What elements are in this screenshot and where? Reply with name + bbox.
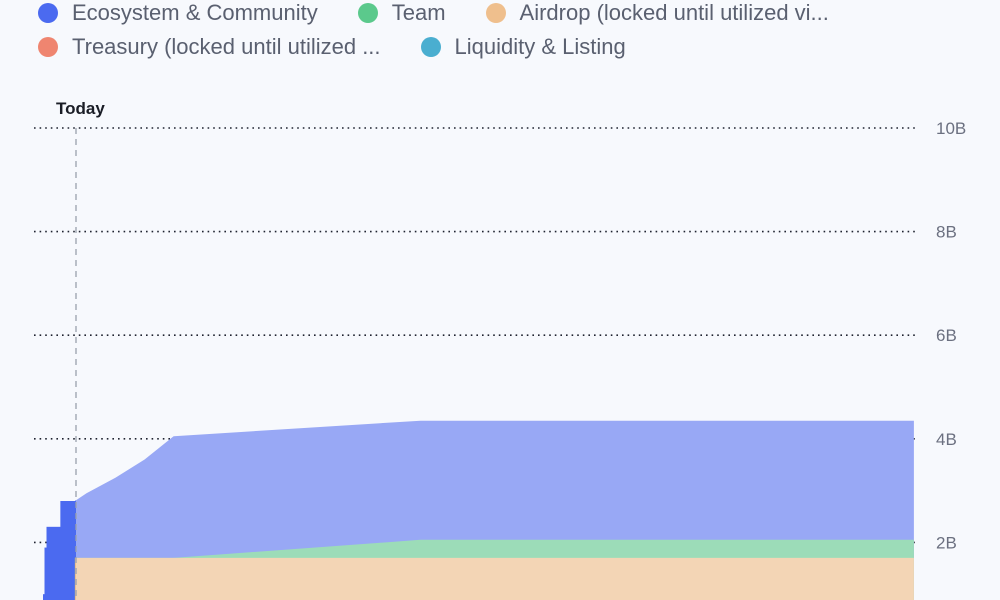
y-tick-label: 10B bbox=[936, 119, 966, 138]
legend-dot-treasury bbox=[38, 37, 58, 57]
chart-legend: Ecosystem & Community Team Airdrop (lock… bbox=[38, 0, 978, 64]
chart-areas bbox=[43, 231, 914, 600]
legend-item-airdrop[interactable]: Airdrop (locked until utilized vi... bbox=[485, 0, 829, 26]
y-tick-label: 2B bbox=[936, 533, 957, 552]
y-axis-labels: 2B 4B 6B 8B 10B bbox=[936, 119, 966, 552]
legend-item-liquidity[interactable]: Liquidity & Listing bbox=[420, 34, 626, 60]
unlocked-area-2 bbox=[43, 500, 76, 600]
area-2 bbox=[43, 231, 914, 600]
y-tick-label: 4B bbox=[936, 430, 957, 449]
legend-item-treasury[interactable]: Treasury (locked until utilized ... bbox=[38, 34, 381, 60]
legend-label-liquidity: Liquidity & Listing bbox=[454, 34, 626, 59]
y-tick-label: 8B bbox=[936, 223, 957, 242]
y-tick-label: 6B bbox=[936, 326, 957, 345]
legend-dot-liquidity bbox=[420, 37, 441, 57]
area-0 bbox=[43, 376, 914, 600]
today-marker-label: Today bbox=[56, 99, 105, 118]
unlocked-region bbox=[43, 500, 76, 600]
legend-item-team[interactable]: Team bbox=[357, 0, 446, 26]
legend-label-treasury: Treasury (locked until utilized ... bbox=[72, 34, 381, 59]
legend-dot-airdrop bbox=[485, 3, 506, 23]
legend-row: Ecosystem & Community Team Airdrop (lock… bbox=[38, 0, 978, 30]
legend-row: Treasury (locked until utilized ... Liqu… bbox=[38, 30, 978, 64]
legend-item-ecosystem[interactable]: Ecosystem & Community bbox=[38, 0, 318, 26]
legend-dot-ecosystem bbox=[38, 3, 58, 23]
legend-label-ecosystem: Ecosystem & Community bbox=[72, 0, 318, 25]
legend-label-airdrop: Airdrop (locked until utilized vi... bbox=[519, 0, 829, 25]
legend-dot-team bbox=[357, 3, 378, 23]
legend-label-team: Team bbox=[391, 0, 446, 25]
